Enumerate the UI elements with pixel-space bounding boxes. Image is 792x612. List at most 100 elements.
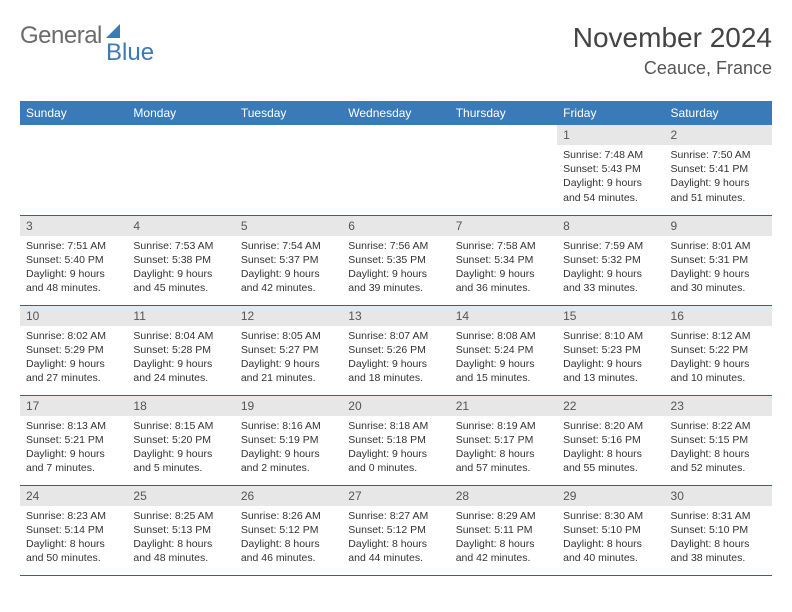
sunset-text: Sunset: 5:26 PM [348, 343, 443, 357]
daylight-text: Daylight: 8 hours and 46 minutes. [241, 537, 336, 565]
daylight-text: Daylight: 9 hours and 51 minutes. [671, 176, 766, 204]
daylight-text: Daylight: 8 hours and 48 minutes. [133, 537, 228, 565]
day-details: Sunrise: 7:48 AMSunset: 5:43 PMDaylight:… [557, 145, 664, 210]
sunrise-text: Sunrise: 8:18 AM [348, 419, 443, 433]
day-details: Sunrise: 8:04 AMSunset: 5:28 PMDaylight:… [127, 326, 234, 391]
day-details: Sunrise: 8:18 AMSunset: 5:18 PMDaylight:… [342, 416, 449, 481]
daylight-text: Daylight: 9 hours and 54 minutes. [563, 176, 658, 204]
day-cell: 14Sunrise: 8:08 AMSunset: 5:24 PMDayligh… [450, 305, 557, 395]
sunset-text: Sunset: 5:17 PM [456, 433, 551, 447]
sunrise-text: Sunrise: 8:01 AM [671, 239, 766, 253]
day-number: 11 [127, 306, 234, 326]
day-number: 18 [127, 396, 234, 416]
day-cell: 11Sunrise: 8:04 AMSunset: 5:28 PMDayligh… [127, 305, 234, 395]
daylight-text: Daylight: 9 hours and 7 minutes. [26, 447, 121, 475]
sunrise-text: Sunrise: 8:15 AM [133, 419, 228, 433]
day-cell: 20Sunrise: 8:18 AMSunset: 5:18 PMDayligh… [342, 395, 449, 485]
day-cell: 24Sunrise: 8:23 AMSunset: 5:14 PMDayligh… [20, 485, 127, 575]
sunset-text: Sunset: 5:21 PM [26, 433, 121, 447]
day-number: 30 [665, 486, 772, 506]
day-cell: 25Sunrise: 8:25 AMSunset: 5:13 PMDayligh… [127, 485, 234, 575]
day-details: Sunrise: 7:59 AMSunset: 5:32 PMDaylight:… [557, 236, 664, 301]
sunset-text: Sunset: 5:12 PM [241, 523, 336, 537]
day-number: 1 [557, 125, 664, 145]
sunrise-text: Sunrise: 8:05 AM [241, 329, 336, 343]
sunrise-text: Sunrise: 7:58 AM [456, 239, 551, 253]
day-number: 5 [235, 216, 342, 236]
daylight-text: Daylight: 8 hours and 55 minutes. [563, 447, 658, 475]
sunrise-text: Sunrise: 7:53 AM [133, 239, 228, 253]
daylight-text: Daylight: 9 hours and 27 minutes. [26, 357, 121, 385]
day-number: 28 [450, 486, 557, 506]
sunset-text: Sunset: 5:16 PM [563, 433, 658, 447]
day-number: 4 [127, 216, 234, 236]
sunrise-text: Sunrise: 8:25 AM [133, 509, 228, 523]
sunset-text: Sunset: 5:18 PM [348, 433, 443, 447]
weekday-header: Monday [127, 101, 234, 125]
day-cell: 23Sunrise: 8:22 AMSunset: 5:15 PMDayligh… [665, 395, 772, 485]
weekday-row: Sunday Monday Tuesday Wednesday Thursday… [20, 101, 772, 125]
day-cell: . [450, 125, 557, 215]
sunset-text: Sunset: 5:37 PM [241, 253, 336, 267]
day-number: 25 [127, 486, 234, 506]
sunset-text: Sunset: 5:32 PM [563, 253, 658, 267]
day-number: 29 [557, 486, 664, 506]
sunrise-text: Sunrise: 7:51 AM [26, 239, 121, 253]
day-cell: 12 Sunrise: 8:05 AMSunset: 5:27 PMDayligh… [235, 305, 342, 395]
sunrise-text: Sunrise: 8:30 AM [563, 509, 658, 523]
sunset-text: Sunset: 5:31 PM [671, 253, 766, 267]
day-details: Sunrise: 8:10 AMSunset: 5:23 PMDaylight:… [557, 326, 664, 391]
sunset-text: Sunset: 5:28 PM [133, 343, 228, 357]
day-number: 20 [342, 396, 449, 416]
weekday-header: Thursday [450, 101, 557, 125]
sunrise-text: Sunrise: 8:13 AM [26, 419, 121, 433]
daylight-text: Daylight: 8 hours and 42 minutes. [456, 537, 551, 565]
day-details: Sunrise: 8:01 AMSunset: 5:31 PMDaylight:… [665, 236, 772, 301]
sunrise-text: Sunrise: 7:50 AM [671, 148, 766, 162]
sunset-text: Sunset: 5:22 PM [671, 343, 766, 357]
sunrise-text: Sunrise: 8:12 AM [671, 329, 766, 343]
daylight-text: Daylight: 9 hours and 18 minutes. [348, 357, 443, 385]
daylight-text: Daylight: 9 hours and 48 minutes. [26, 267, 121, 295]
sunset-text: Sunset: 5:10 PM [563, 523, 658, 537]
day-number: 22 [557, 396, 664, 416]
day-cell: 4Sunrise: 7:53 AMSunset: 5:38 PMDaylight… [127, 215, 234, 305]
weekday-header: Friday [557, 101, 664, 125]
day-cell: 13Sunrise: 8:07 AMSunset: 5:26 PMDayligh… [342, 305, 449, 395]
day-cell: 29Sunrise: 8:30 AMSunset: 5:10 PMDayligh… [557, 485, 664, 575]
daylight-text: Daylight: 9 hours and 21 minutes. [241, 357, 336, 385]
day-details: Sunrise: 7:54 AMSunset: 5:37 PMDaylight:… [235, 236, 342, 301]
day-details: Sunrise: 8:08 AMSunset: 5:24 PMDaylight:… [450, 326, 557, 391]
day-number: 14 [450, 306, 557, 326]
day-number: 12 [235, 306, 342, 326]
sunset-text: Sunset: 5:14 PM [26, 523, 121, 537]
day-details: Sunrise: 8:29 AMSunset: 5:11 PMDaylight:… [450, 506, 557, 571]
daylight-text: Daylight: 9 hours and 30 minutes. [671, 267, 766, 295]
day-details: Sunrise: 8:23 AMSunset: 5:14 PMDaylight:… [20, 506, 127, 571]
daylight-text: Daylight: 9 hours and 36 minutes. [456, 267, 551, 295]
week-row: 24Sunrise: 8:23 AMSunset: 5:14 PMDayligh… [20, 485, 772, 575]
daylight-text: Daylight: 9 hours and 10 minutes. [671, 357, 766, 385]
day-cell: 5Sunrise: 7:54 AMSunset: 5:37 PMDaylight… [235, 215, 342, 305]
day-cell: 7Sunrise: 7:58 AMSunset: 5:34 PMDaylight… [450, 215, 557, 305]
day-cell: 19Sunrise: 8:16 AMSunset: 5:19 PMDayligh… [235, 395, 342, 485]
sunrise-text: Sunrise: 8:26 AM [241, 509, 336, 523]
sunset-text: Sunset: 5:24 PM [456, 343, 551, 357]
week-row: .....1Sunrise: 7:48 AMSunset: 5:43 PMDay… [20, 125, 772, 215]
day-number: 27 [342, 486, 449, 506]
day-number: 7 [450, 216, 557, 236]
sunset-text: Sunset: 5:27 PM [241, 343, 336, 357]
day-cell: 1Sunrise: 7:48 AMSunset: 5:43 PMDaylight… [557, 125, 664, 215]
day-cell: 6Sunrise: 7:56 AMSunset: 5:35 PMDaylight… [342, 215, 449, 305]
day-number: 26 [235, 486, 342, 506]
sunset-text: Sunset: 5:40 PM [26, 253, 121, 267]
day-cell: . [235, 125, 342, 215]
calendar-head: Sunday Monday Tuesday Wednesday Thursday… [20, 101, 772, 125]
weekday-header: Tuesday [235, 101, 342, 125]
day-cell: 17Sunrise: 8:13 AMSunset: 5:21 PMDayligh… [20, 395, 127, 485]
daylight-text: Daylight: 9 hours and 45 minutes. [133, 267, 228, 295]
day-details: Sunrise: 8:27 AMSunset: 5:12 PMDaylight:… [342, 506, 449, 571]
week-row: 10Sunrise: 8:02 AMSunset: 5:29 PMDayligh… [20, 305, 772, 395]
day-details: Sunrise: 8:31 AMSunset: 5:10 PMDaylight:… [665, 506, 772, 571]
day-details: Sunrise: 8:30 AMSunset: 5:10 PMDaylight:… [557, 506, 664, 571]
